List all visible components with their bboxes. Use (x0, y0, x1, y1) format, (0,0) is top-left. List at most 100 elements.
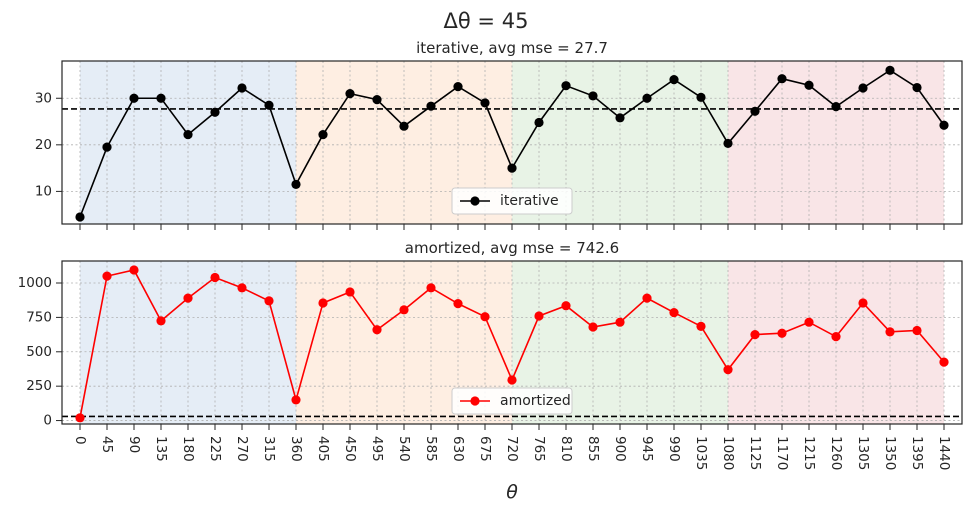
panel-2-x-tick-label: 1350 (882, 436, 898, 470)
panel-2-x-tick-label: 45 (99, 436, 115, 453)
panel-1-data-point (804, 80, 814, 90)
panel-2-y-tick-label: 250 (26, 378, 52, 394)
figure-xlabel: θ (506, 481, 518, 503)
panel-2-x-tick-label: 135 (153, 436, 169, 462)
panel-2-x-tick-label: 720 (504, 436, 520, 462)
panel-2-x-tick-label: 360 (288, 436, 304, 462)
panel-2-x-tick-label: 1215 (801, 436, 817, 470)
panel-1-data-point (372, 95, 382, 105)
panel-2-x-tick-label: 585 (423, 436, 439, 462)
panel-2-y-tick-label: 0 (43, 413, 52, 429)
panel-1-data-point (237, 83, 247, 93)
panel-2-data-point (237, 283, 247, 293)
panel-1-data-point (291, 179, 301, 190)
panel-1-data-point (345, 89, 355, 99)
panel-2-y-tick-label: 750 (26, 309, 52, 325)
panel-2-data-point (696, 321, 706, 331)
panel-1-data-point (669, 75, 679, 85)
panel-2-x-tick-label: 180 (180, 436, 196, 462)
panel-1-y-tick-label: 20 (35, 137, 52, 153)
panel-2-legend-marker (470, 396, 480, 406)
panel-2-plot-area: 0 45 90 135 180 225 270 315 360 405 450 495 540 585 63… (18, 260, 963, 470)
panel-2-data-point (669, 307, 679, 318)
panel-2-x-tick-label: 900 (612, 436, 628, 462)
panel-2-data-point (912, 325, 922, 336)
panel-2-x-tick-label: 450 (342, 436, 358, 462)
panel-1-data-point (318, 129, 328, 140)
panel-1-data-point (129, 93, 139, 103)
panel-2-data-point (831, 332, 841, 342)
panel-2-x-tick-label: 1395 (909, 436, 925, 470)
panel-2-x-tick-label: 540 (396, 436, 412, 462)
panel-1-data-point (210, 107, 220, 117)
panel-2-data-point (777, 328, 787, 338)
panel-2-title: amortized, avg mse = 742.6 (405, 239, 619, 257)
panel-2-data-point (534, 311, 544, 321)
panel-1-frame (61, 60, 963, 225)
panel-2-x-tick-label: 1170 (774, 436, 790, 470)
panel-1-data-point (912, 82, 922, 93)
panel-2-frame (61, 260, 963, 425)
panel-1-data-point (426, 101, 436, 111)
panel-2-data-point (183, 293, 193, 303)
panel-2-x-tick-label: 810 (558, 436, 574, 462)
panel-2-x-tick-label: 945 (639, 436, 655, 462)
panel-1-data-point (615, 113, 625, 123)
panel-2-x-tick-label: 765 (531, 436, 547, 462)
panel-2-data-point (210, 272, 220, 283)
panel-2-data-point (291, 395, 301, 405)
panel-1-legend-marker (470, 196, 480, 206)
panel-1-legend (451, 187, 573, 215)
panel-2-x-tick-label: 405 (315, 436, 331, 462)
panel-2-x-tick-label: 1035 (693, 436, 709, 470)
panel-2-x-tick-label: 270 (234, 436, 250, 462)
panel-2-data-point (372, 325, 382, 335)
panel-2-data-point (102, 271, 112, 281)
panel-2-x-tick-label: 0 (72, 436, 88, 445)
panel-2-data-point (453, 299, 463, 309)
panel-2-legend (451, 387, 573, 415)
panel-2-data-point (264, 296, 274, 306)
panel-1-data-point (480, 98, 490, 108)
panel-2-data-point (588, 322, 598, 332)
panel-2-data-point (939, 357, 949, 367)
panel-1-data-point (777, 74, 787, 84)
panel-2-x-tick-label: 90 (126, 436, 142, 453)
panel-2-x-tick-label: 1080 (720, 436, 736, 470)
panel-1-data-point (399, 121, 409, 131)
panel-2-x-tick-label: 1440 (936, 436, 952, 470)
panel-1-data-point (831, 102, 841, 112)
panel-2-data-point (318, 298, 328, 308)
panel-2-data-point (723, 365, 733, 375)
panel-2-y-tick-label: 500 (26, 344, 52, 360)
panel-2-x-tick-label: 315 (261, 436, 277, 462)
panel-1-data-point (723, 138, 733, 149)
panel-2-x-tick-label: 675 (477, 436, 493, 462)
panel-2-legend-label: amortized (500, 393, 571, 409)
panel-1-data-point (102, 142, 112, 152)
figure-suptitle: Δθ = 45 (444, 9, 529, 33)
panel-2-data-point (642, 293, 652, 303)
panel-1-data-point (858, 83, 868, 93)
panel-2-x-tick-label: 495 (369, 436, 385, 462)
panel-2-x-tick-label: 855 (585, 436, 601, 462)
panel-2-data-point (507, 375, 517, 385)
panel-1-data-point (453, 82, 463, 92)
panel-2-data-point (345, 287, 355, 297)
panel-2-x-tick-label: 1125 (747, 436, 763, 470)
panel-2-data-point (885, 327, 895, 337)
panel-1-data-point (561, 81, 571, 91)
panel-1-y-tick-label: 30 (35, 90, 52, 106)
panel-1-data-point (696, 92, 706, 102)
panel-2-data-point (750, 329, 760, 340)
panel-2-data-point (75, 413, 85, 423)
panel-2-data-point (858, 298, 868, 308)
panel-2-x-tick-label: 1305 (855, 436, 871, 470)
panel-2-data-point (129, 265, 139, 275)
panel-1-data-point (156, 93, 166, 103)
panel-1-data-point (75, 212, 85, 222)
panel-2-data-point (426, 283, 436, 293)
panel-2-x-tick-label: 225 (207, 436, 223, 462)
panel-2-data-point (156, 316, 166, 326)
